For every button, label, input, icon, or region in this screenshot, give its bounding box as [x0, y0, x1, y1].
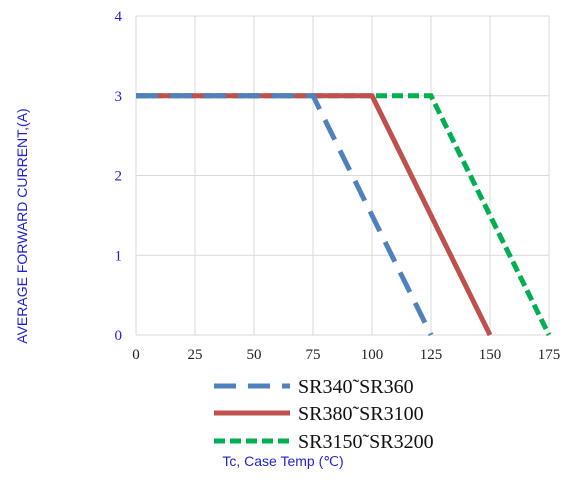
x-tick-label: 150 [479, 347, 502, 363]
legend: SR340˜SR360 SR380˜SR3100 SR3150˜SR3200 [214, 376, 434, 453]
y-tick-label: 4 [115, 9, 123, 25]
x-tick-label: 175 [538, 347, 561, 363]
series-line-2 [136, 93, 552, 337]
y-tick-label: 0 [115, 328, 123, 344]
y-tick-label: 3 [115, 89, 123, 105]
series-group [136, 93, 552, 337]
x-tick-label: 25 [188, 347, 203, 363]
y-axis-label: AVERAGE FORWARD CURRENT,(A) [14, 108, 30, 343]
grid-lines [135, 15, 550, 336]
x-tick-label: 0 [132, 347, 140, 363]
x-tick-label: 50 [247, 347, 262, 363]
series-line-0 [136, 93, 434, 337]
y-tick-label: 1 [115, 248, 123, 264]
x-axis-label: Tc, Case Temp (℃) [222, 453, 343, 469]
legend-label: SR3150˜SR3200 [298, 431, 434, 453]
x-tick-label: 100 [361, 347, 384, 363]
legend-label: SR380˜SR3100 [298, 403, 424, 425]
x-tick-label: 75 [306, 347, 321, 363]
x-tick-label: 125 [420, 347, 443, 363]
y-tick-label: 2 [115, 169, 123, 185]
legend-label: SR340˜SR360 [298, 376, 414, 398]
y-tick-labels: 0 1 2 3 4 [115, 9, 123, 344]
x-tick-labels: 0 25 50 75 100 125 150 175 [132, 347, 560, 363]
